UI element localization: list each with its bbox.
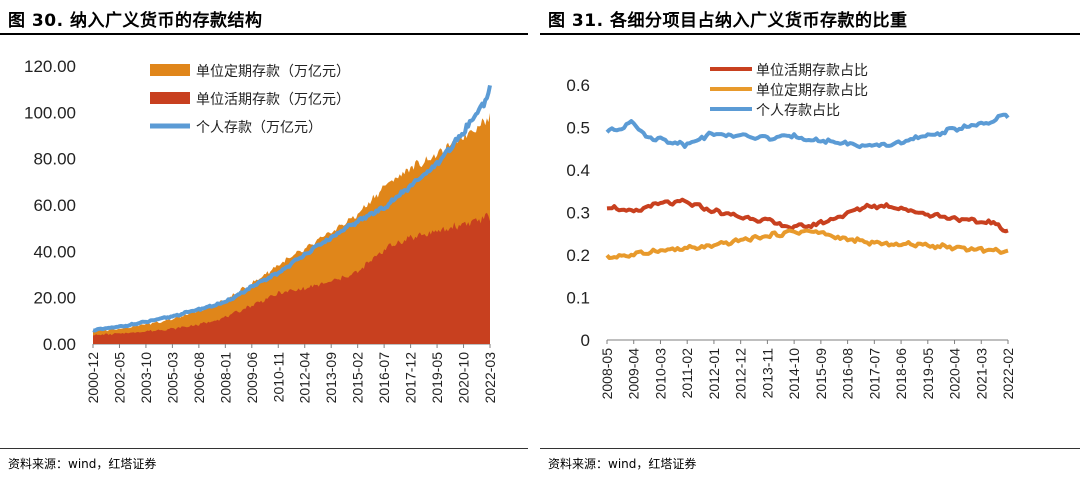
x-tick-label: 2013-11 [759,348,775,399]
title-rule [0,33,528,35]
x-tick-label: 2018-06 [893,348,909,400]
series-line-demand-share [606,197,1009,234]
x-tick-label: 2010-03 [652,348,668,400]
series-line-personal-deposits [92,84,492,333]
y-tick-label: 0.1 [566,289,590,308]
legend-label: 单位定期存款占比 [756,82,868,98]
x-tick-label: 2009-04 [626,348,642,400]
chart-title: 图 30. 纳入广义货币的存款结构 [8,11,263,31]
y-tick-label: 40.00 [33,242,76,261]
legend-label: 个人存款占比 [756,102,840,118]
y-tick-label: 0.6 [566,76,590,95]
x-tick-label: 2013-09 [323,352,339,404]
x-tick-label: 2016-07 [376,352,392,404]
area-chart-deposit-structure: 0.00 20.00 40.00 60.00 80.00 100.00 120.00 2000… [24,57,498,404]
y-tick-label: 0.4 [566,161,590,180]
x-tick-label: 2019-05 [429,352,445,404]
x-tick-label: 2006-08 [191,352,207,404]
series-line-personal-share [605,112,1010,150]
x-tick-label: 2012-04 [297,352,313,404]
x-tick-label: 2003-10 [138,352,154,404]
x-tick-label: 2005-03 [164,352,180,404]
chart-panel-deposit-structure: 图 30. 纳入广义货币的存款结构 0.00 20.00 40.00 60.00 80.… [0,0,528,481]
y-tick-label: 0 [581,331,590,350]
y-tick-label: 60.00 [33,196,76,215]
x-tick-label: 2017-12 [403,352,419,404]
legend-swatch [150,123,190,129]
chart-title: 图 31. 各细分项目占纳入广义货币存款的比重 [548,11,908,31]
x-tick-label: 2002-05 [111,352,127,404]
x-tick-label: 2011-02 [679,348,695,399]
x-tick-label: 2019-05 [920,348,936,400]
x-tick-label: 2016-08 [840,348,856,400]
y-tick-label: 0.00 [43,335,76,354]
x-tick-label: 2017-07 [866,348,882,400]
y-tick-label: 80.00 [33,150,76,169]
legend-swatch [150,92,190,104]
y-tick-label: 120.00 [24,57,76,76]
legend-label: 单位活期存款（万亿元） [196,91,350,107]
source-rule [540,448,1080,449]
x-tick-label: 2022-03 [482,352,498,404]
line-chart-deposit-share: 0 0.1 0.2 0.3 0.4 0.5 0.6 2008-05 2009-04 2010-03… [566,62,1016,400]
series-area-demand-deposits [93,212,490,344]
x-tick-label: 2015-09 [813,348,829,400]
y-tick-label: 20.00 [33,289,76,308]
x-tick-label: 2012-12 [733,348,749,400]
x-tick-label: 2012-01 [706,348,722,400]
x-tick-label: 2009-06 [244,352,260,404]
x-tick-label: 2000-12 [85,352,101,404]
source-note: 资料来源：wind，红塔证券 [548,457,697,471]
chart-panel-deposit-share: 图 31. 各细分项目占纳入广义货币存款的比重 0 0.1 0.2 0.3 0.4 0.5… [540,0,1080,481]
legend-label: 单位定期存款（万亿元） [196,63,350,79]
legend-label: 个人存款（万亿元） [196,119,322,135]
source-rule [0,448,528,449]
y-tick-label: 0.3 [566,204,590,223]
series-line-term-share [605,228,1009,260]
x-tick-label: 2014-10 [786,348,802,400]
x-tick-label: 2008-01 [217,352,233,404]
x-tick-label: 2021-03 [973,348,989,400]
legend-swatch [150,64,190,76]
x-tick-label: 2015-02 [350,352,366,404]
x-tick-label: 2010-11 [270,352,286,403]
y-tick-label: 0.5 [566,119,590,138]
y-tick-label: 0.2 [566,246,590,265]
source-note: 资料来源：wind，红塔证券 [8,457,157,471]
legend-label: 单位活期存款占比 [756,62,868,78]
x-tick-label: 2020-04 [947,348,963,400]
x-tick-label: 2008-05 [599,348,615,400]
y-tick-label: 100.00 [24,103,76,122]
x-tick-label: 2022-02 [1000,348,1016,400]
x-tick-label: 2020-10 [456,352,472,404]
title-rule [540,33,1080,35]
